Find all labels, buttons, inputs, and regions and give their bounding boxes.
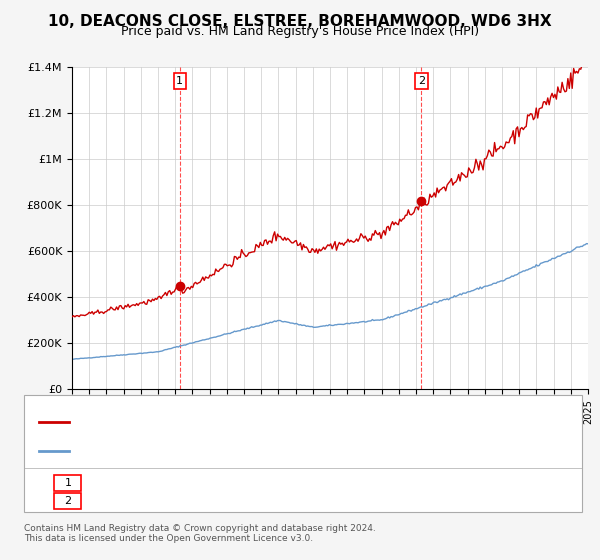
Text: 1: 1: [176, 76, 183, 86]
Text: 2: 2: [64, 496, 71, 506]
Text: 26% ↑ HPI: 26% ↑ HPI: [342, 478, 401, 488]
Text: 1: 1: [64, 478, 71, 488]
Text: £800,000: £800,000: [230, 496, 283, 506]
Text: 10, DEACONS CLOSE, ELSTREE, BOREHAMWOOD, WD6 3HX: 10, DEACONS CLOSE, ELSTREE, BOREHAMWOOD,…: [48, 14, 552, 29]
Text: 10, DEACONS CLOSE, ELSTREE, BOREHAMWOOD, WD6 3HX (detached house): 10, DEACONS CLOSE, ELSTREE, BOREHAMWOOD,…: [75, 417, 481, 427]
Text: 20-APR-2001: 20-APR-2001: [97, 478, 168, 488]
Text: £450,000: £450,000: [230, 478, 283, 488]
Text: HPI: Average price, detached house, Hertsmere: HPI: Average price, detached house, Hert…: [75, 446, 323, 456]
Text: Contains HM Land Registry data © Crown copyright and database right 2024.
This d: Contains HM Land Registry data © Crown c…: [24, 524, 376, 543]
Text: 1% ↑ HPI: 1% ↑ HPI: [342, 496, 394, 506]
Text: Price paid vs. HM Land Registry's House Price Index (HPI): Price paid vs. HM Land Registry's House …: [121, 25, 479, 38]
Text: 2: 2: [418, 76, 425, 86]
Text: 23-APR-2015: 23-APR-2015: [97, 496, 168, 506]
